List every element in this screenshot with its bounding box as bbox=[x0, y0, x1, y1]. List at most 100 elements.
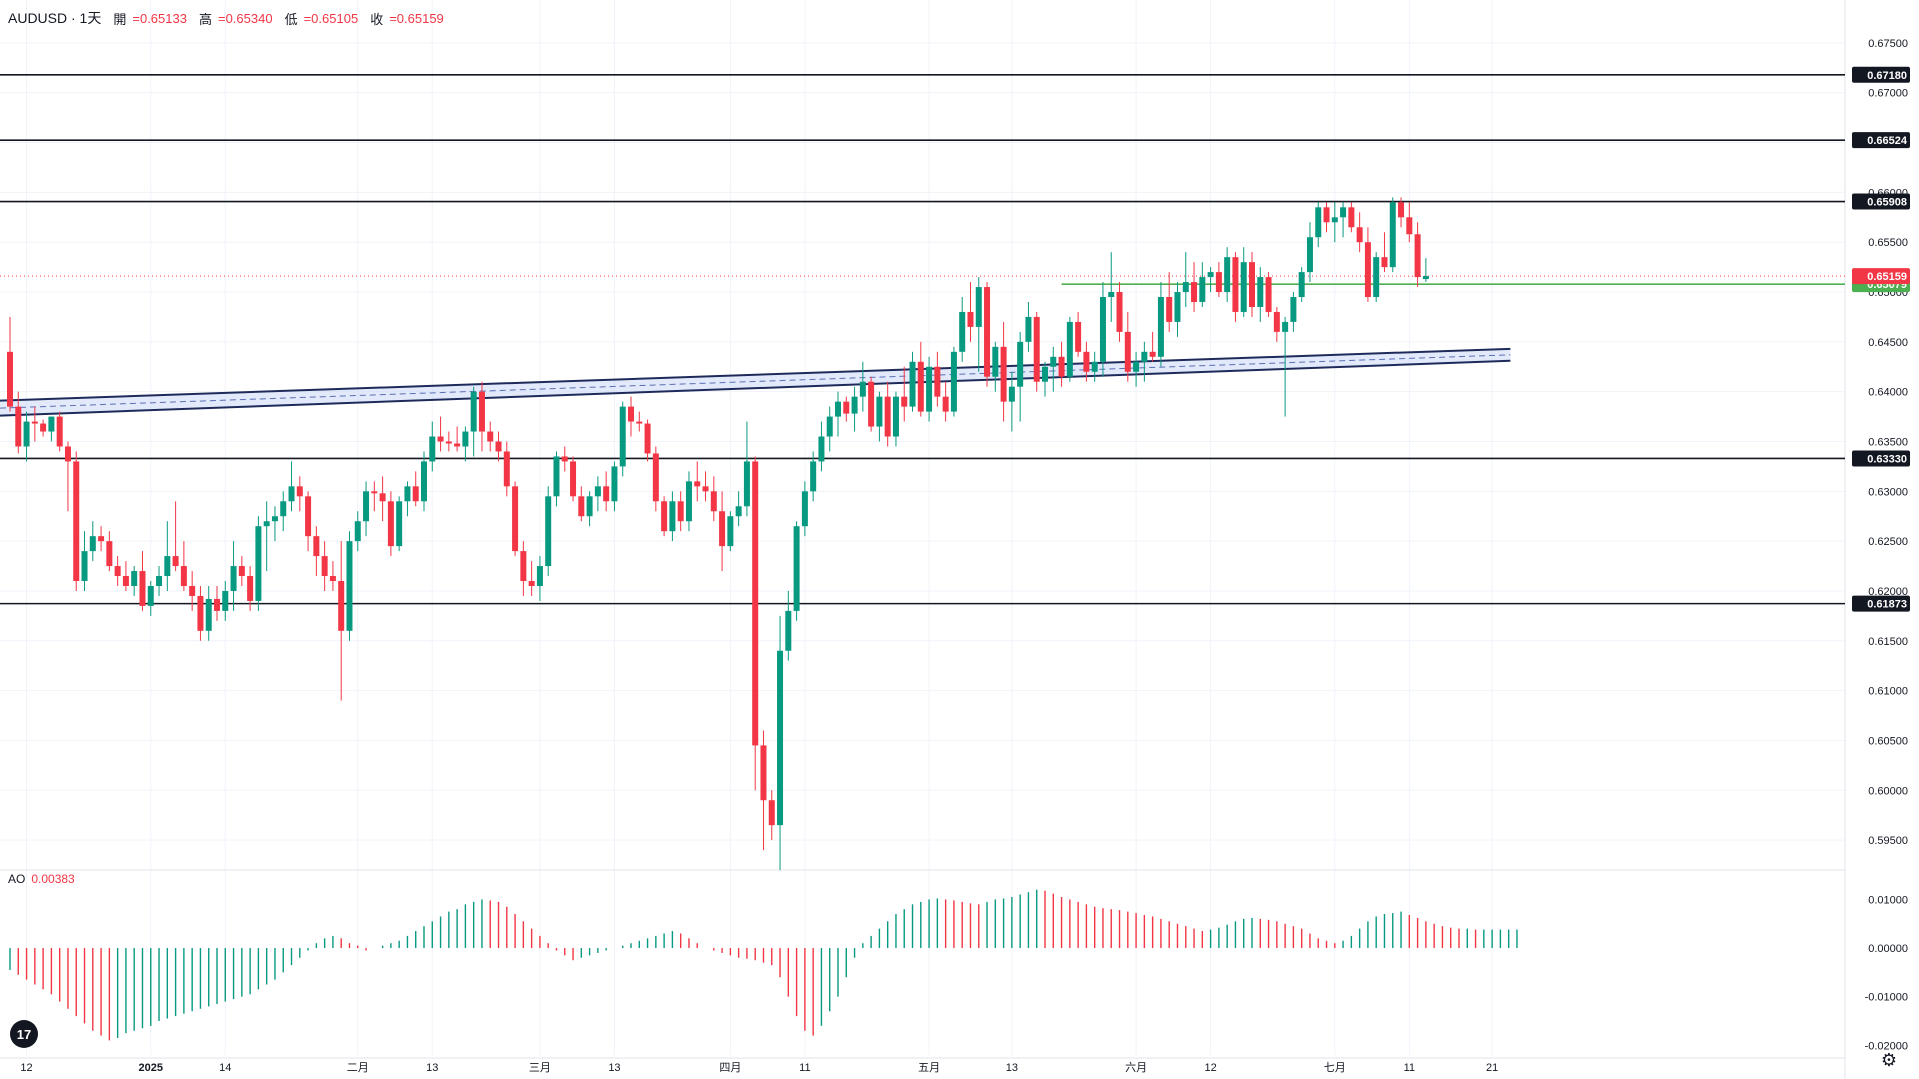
candle-body bbox=[926, 366, 933, 412]
candle-body bbox=[727, 516, 734, 547]
candle-body bbox=[760, 745, 767, 801]
tradingview-logo-icon[interactable]: 17 bbox=[10, 1020, 38, 1048]
candle bbox=[1389, 197, 1396, 273]
time-tick-label: 14 bbox=[219, 1062, 231, 1074]
level-tag: 0.67180 bbox=[1867, 70, 1907, 82]
candle-body bbox=[636, 421, 643, 424]
candle-body bbox=[835, 401, 841, 417]
candle-body bbox=[288, 486, 295, 502]
high-value: =0.65340 bbox=[217, 10, 273, 26]
candle bbox=[1017, 331, 1024, 422]
candle bbox=[31, 406, 38, 442]
candle-body bbox=[462, 431, 469, 447]
candle bbox=[305, 491, 312, 552]
candle-body bbox=[31, 421, 38, 424]
candle-body bbox=[346, 541, 353, 631]
candle-body bbox=[437, 436, 444, 442]
candle-body bbox=[934, 366, 941, 397]
candle-body bbox=[1083, 351, 1090, 372]
candle bbox=[338, 541, 345, 701]
candle-body bbox=[271, 516, 278, 522]
candle-body bbox=[1306, 237, 1313, 273]
candle bbox=[1008, 371, 1015, 432]
candle-body bbox=[56, 416, 63, 447]
candle-body bbox=[901, 396, 908, 407]
candle-body bbox=[975, 287, 982, 327]
candle-body bbox=[172, 556, 179, 567]
candle bbox=[835, 391, 841, 437]
candle bbox=[1133, 351, 1140, 387]
candle-body bbox=[280, 501, 287, 517]
candle-body bbox=[1224, 257, 1231, 293]
candle-body bbox=[959, 311, 966, 352]
candle-body bbox=[1182, 282, 1189, 293]
candle bbox=[760, 730, 767, 851]
candle-body bbox=[156, 576, 163, 586]
candle-body bbox=[892, 396, 899, 437]
candle-body bbox=[230, 566, 237, 591]
candle bbox=[106, 531, 113, 572]
candle-body bbox=[81, 551, 88, 582]
candle-body bbox=[1215, 272, 1222, 293]
candle bbox=[1050, 346, 1057, 392]
candle-body bbox=[1249, 262, 1255, 307]
candle bbox=[1331, 202, 1338, 243]
close-value: =0.65159 bbox=[389, 10, 444, 26]
candle-body bbox=[1323, 207, 1330, 223]
candle bbox=[23, 411, 30, 462]
price-tick-label: 0.60000 bbox=[1868, 785, 1908, 797]
candle bbox=[661, 496, 668, 537]
candle bbox=[1323, 202, 1330, 233]
low-label: 低 bbox=[284, 11, 298, 27]
candle bbox=[1182, 252, 1189, 307]
candle-body bbox=[512, 486, 519, 552]
candle bbox=[1083, 341, 1090, 382]
candle-body bbox=[1191, 282, 1198, 302]
candle bbox=[785, 590, 792, 661]
candle-body bbox=[321, 556, 328, 577]
candle bbox=[685, 471, 692, 532]
candle-body bbox=[238, 566, 245, 577]
ao-tick-label: 0.01000 bbox=[1868, 894, 1908, 906]
candle bbox=[396, 496, 403, 552]
candle-body bbox=[1091, 361, 1098, 372]
candle-body bbox=[180, 566, 187, 586]
time-tick-label: 四月 bbox=[719, 1062, 741, 1074]
level-tag: 0.63330 bbox=[1867, 453, 1907, 465]
candle bbox=[313, 526, 320, 577]
candle bbox=[644, 419, 651, 462]
candle-body bbox=[810, 461, 817, 492]
candle-body bbox=[1174, 292, 1181, 322]
symbol-label[interactable]: AUDUSD · 1天 bbox=[8, 10, 102, 26]
candle bbox=[495, 431, 502, 462]
gear-icon[interactable]: ⚙ bbox=[1880, 1050, 1897, 1070]
candle bbox=[909, 351, 916, 412]
time-tick-label: 12 bbox=[1204, 1062, 1216, 1074]
candle-body bbox=[214, 598, 220, 611]
close-label: 收 bbox=[370, 11, 384, 27]
candle-body bbox=[429, 436, 436, 462]
candle-body bbox=[1116, 292, 1123, 332]
candle-body bbox=[578, 496, 585, 517]
candle bbox=[859, 361, 866, 412]
candle bbox=[1099, 282, 1106, 377]
candle-body bbox=[1124, 331, 1131, 372]
level-tag-bg bbox=[1852, 595, 1910, 612]
candle bbox=[1422, 258, 1429, 283]
candle bbox=[1224, 247, 1231, 302]
candle-body bbox=[412, 486, 419, 502]
candle-body bbox=[106, 541, 113, 567]
candle bbox=[247, 566, 254, 611]
candle-body bbox=[1149, 351, 1156, 357]
candle-body bbox=[735, 506, 742, 517]
candle bbox=[1091, 351, 1098, 382]
candle bbox=[926, 356, 933, 422]
candle-body bbox=[594, 486, 601, 497]
candle-body bbox=[495, 441, 502, 452]
price-tick-label: 0.61500 bbox=[1868, 636, 1908, 648]
candle-body bbox=[1373, 257, 1380, 298]
ao-legend[interactable]: AO 0.00383 bbox=[8, 872, 75, 886]
level-tag-bg bbox=[1852, 193, 1910, 210]
candle bbox=[156, 566, 163, 596]
